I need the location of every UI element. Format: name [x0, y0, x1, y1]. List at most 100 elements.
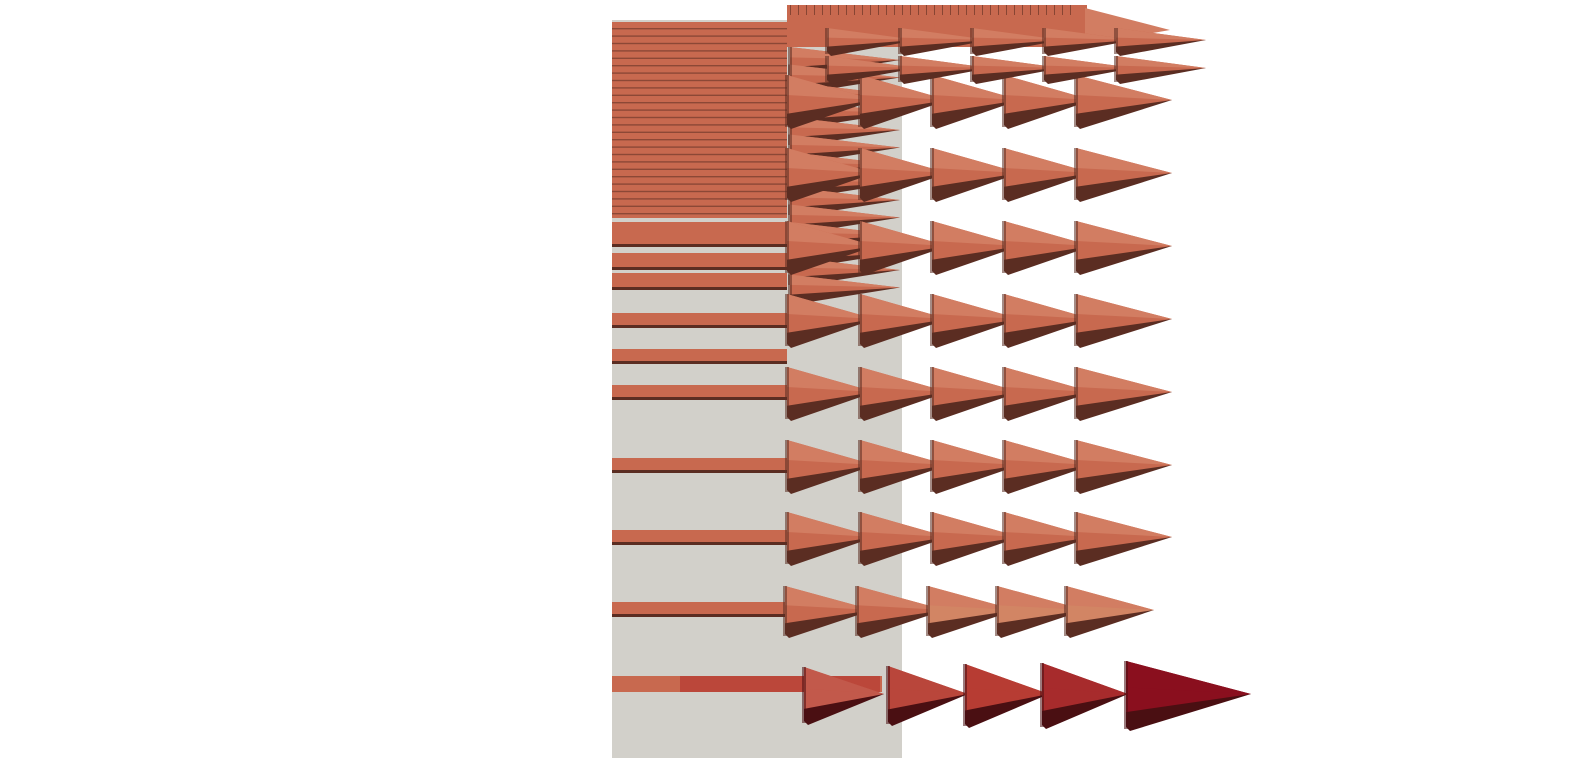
- shaft-shadow: [612, 267, 787, 270]
- arrow-base-edge: [825, 56, 829, 82]
- dense-stripe: [612, 42, 787, 45]
- arrow-light-face: [790, 134, 900, 148]
- top-band-tick: [958, 5, 959, 15]
- arrow-light-face: [1044, 56, 1134, 68]
- arrow-base-edge: [1002, 512, 1006, 564]
- arrow-light-face: [1076, 75, 1172, 100]
- arrow-light-face: [790, 204, 900, 218]
- shaft-body: [612, 602, 787, 616]
- arrow-light-face: [1066, 586, 1154, 610]
- dense-stripe: [612, 183, 787, 185]
- dense-stripe: [612, 139, 787, 141]
- arrow-light-face: [932, 148, 1020, 173]
- grid-arrow-upper: [825, 56, 917, 84]
- arrow-base-edge: [858, 512, 862, 564]
- arrow-light-face: [965, 664, 1049, 694]
- grid-arrow: [785, 367, 875, 421]
- dense-stripe: [612, 153, 787, 156]
- grid-arrow: [1002, 294, 1092, 348]
- top-band-tick: [894, 5, 895, 15]
- arrow-light-face: [1004, 221, 1092, 246]
- arrow-light-face: [787, 75, 875, 100]
- top-band-tick: [1006, 5, 1007, 15]
- arrow-light-face: [787, 367, 875, 392]
- top-band-tick: [902, 5, 903, 15]
- arrow-light-face: [785, 586, 873, 610]
- grid-arrow: [930, 512, 1020, 566]
- top-band-tick: [998, 5, 999, 15]
- arrow-light-face: [1116, 28, 1206, 40]
- arrow-light-face: [860, 512, 948, 537]
- grid-arrow: [785, 148, 875, 202]
- shaft-shadow: [612, 325, 787, 328]
- arrow-base-edge: [858, 367, 862, 419]
- arrow-light-face: [972, 56, 1062, 68]
- top-band-tick: [974, 5, 975, 15]
- top-band-tick: [910, 5, 911, 15]
- top-band-tick: [982, 5, 983, 15]
- arrow-base-edge: [1114, 28, 1118, 54]
- arrow-base-edge: [898, 28, 902, 54]
- arrow-light-face: [1044, 28, 1134, 40]
- arrow-base-edge: [886, 666, 890, 724]
- arrow-light-face: [790, 117, 900, 130]
- grid-arrow-faded: [926, 586, 1016, 638]
- arrow-base-edge: [1124, 661, 1128, 729]
- grid-arrow-faded: [855, 586, 945, 638]
- shaft-body: [612, 349, 787, 363]
- dense-stripe: [612, 79, 787, 82]
- arrow-shaft: [612, 253, 787, 270]
- top-band-tick: [942, 5, 943, 15]
- arrow-base-edge: [1002, 221, 1006, 273]
- shaft-shadow: [612, 244, 787, 247]
- arrow-base-edge: [788, 204, 792, 233]
- grid-arrow-red: [1124, 661, 1251, 731]
- grid-arrow-upper: [1042, 56, 1134, 84]
- arrow-base-edge: [858, 294, 862, 346]
- grid-arrow: [930, 221, 1020, 275]
- shaft-body: [612, 458, 787, 472]
- arrow-light-face: [932, 512, 1020, 537]
- arrow-light-face: [827, 56, 917, 68]
- arrow-base-edge: [930, 440, 934, 492]
- grid-arrow: [930, 367, 1020, 421]
- arrow-base-edge: [785, 440, 789, 492]
- shaft-shadow: [612, 287, 787, 290]
- dense-stripe: [612, 57, 787, 59]
- grid-arrow-upper: [970, 28, 1062, 56]
- shaft-shadow: [612, 361, 787, 364]
- arrow-base-edge: [788, 117, 792, 145]
- arrow-light-face: [932, 367, 1020, 392]
- shaft-body: [612, 253, 787, 269]
- arrow-base-edge: [785, 294, 789, 346]
- arrow-base-edge: [1074, 440, 1078, 492]
- dense-stripe: [612, 161, 787, 163]
- arrow-light-face: [997, 586, 1085, 610]
- arrow-light-face: [860, 221, 948, 246]
- top-band-tick: [1014, 5, 1015, 15]
- grid-arrow: [1002, 367, 1092, 421]
- arrow-light-face: [790, 47, 900, 60]
- top-band-tick: [862, 5, 863, 15]
- grid-arrow: [858, 294, 948, 348]
- grid-arrow: [1074, 294, 1172, 348]
- grid-arrow: [785, 221, 875, 275]
- top-band-tick: [966, 5, 967, 15]
- dense-stripe: [612, 50, 787, 52]
- dense-stripe: [612, 28, 787, 30]
- grid-arrow: [1002, 221, 1092, 275]
- arrow-shaft: [612, 349, 787, 364]
- grid-arrow: [930, 440, 1020, 494]
- shaft-shadow: [612, 542, 787, 545]
- arrow-light-face: [900, 56, 990, 68]
- arrow-base-edge: [898, 56, 902, 82]
- grid-arrow: [785, 75, 875, 129]
- top-band-tip: [1085, 8, 1170, 45]
- arrow-light-face: [1042, 663, 1128, 694]
- arrow-light-face: [1004, 367, 1092, 392]
- arrow-light-face: [860, 75, 948, 100]
- arrow-light-face: [787, 512, 875, 537]
- arrow-light-face: [790, 274, 900, 288]
- grid-arrow-faded: [783, 586, 873, 638]
- arrow-base-edge: [802, 667, 806, 723]
